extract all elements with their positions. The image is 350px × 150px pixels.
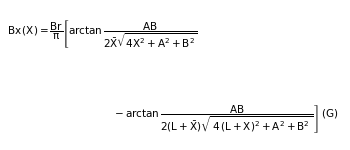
Text: $\mathsf{\left.\qquad\quad - \arctan\dfrac{AB}{2(L+\bar{X})\sqrt{\,4\,(L+X)^{2}+: $\mathsf{\left.\qquad\quad - \arctan\dfr…	[82, 103, 338, 135]
Text: $\mathsf{Bx\,(X) = \dfrac{Br}{\pi}\left[\arctan\dfrac{AB}{2\bar{X}\sqrt{4X^{2}+A: $\mathsf{Bx\,(X) = \dfrac{Br}{\pi}\left[…	[7, 18, 197, 50]
